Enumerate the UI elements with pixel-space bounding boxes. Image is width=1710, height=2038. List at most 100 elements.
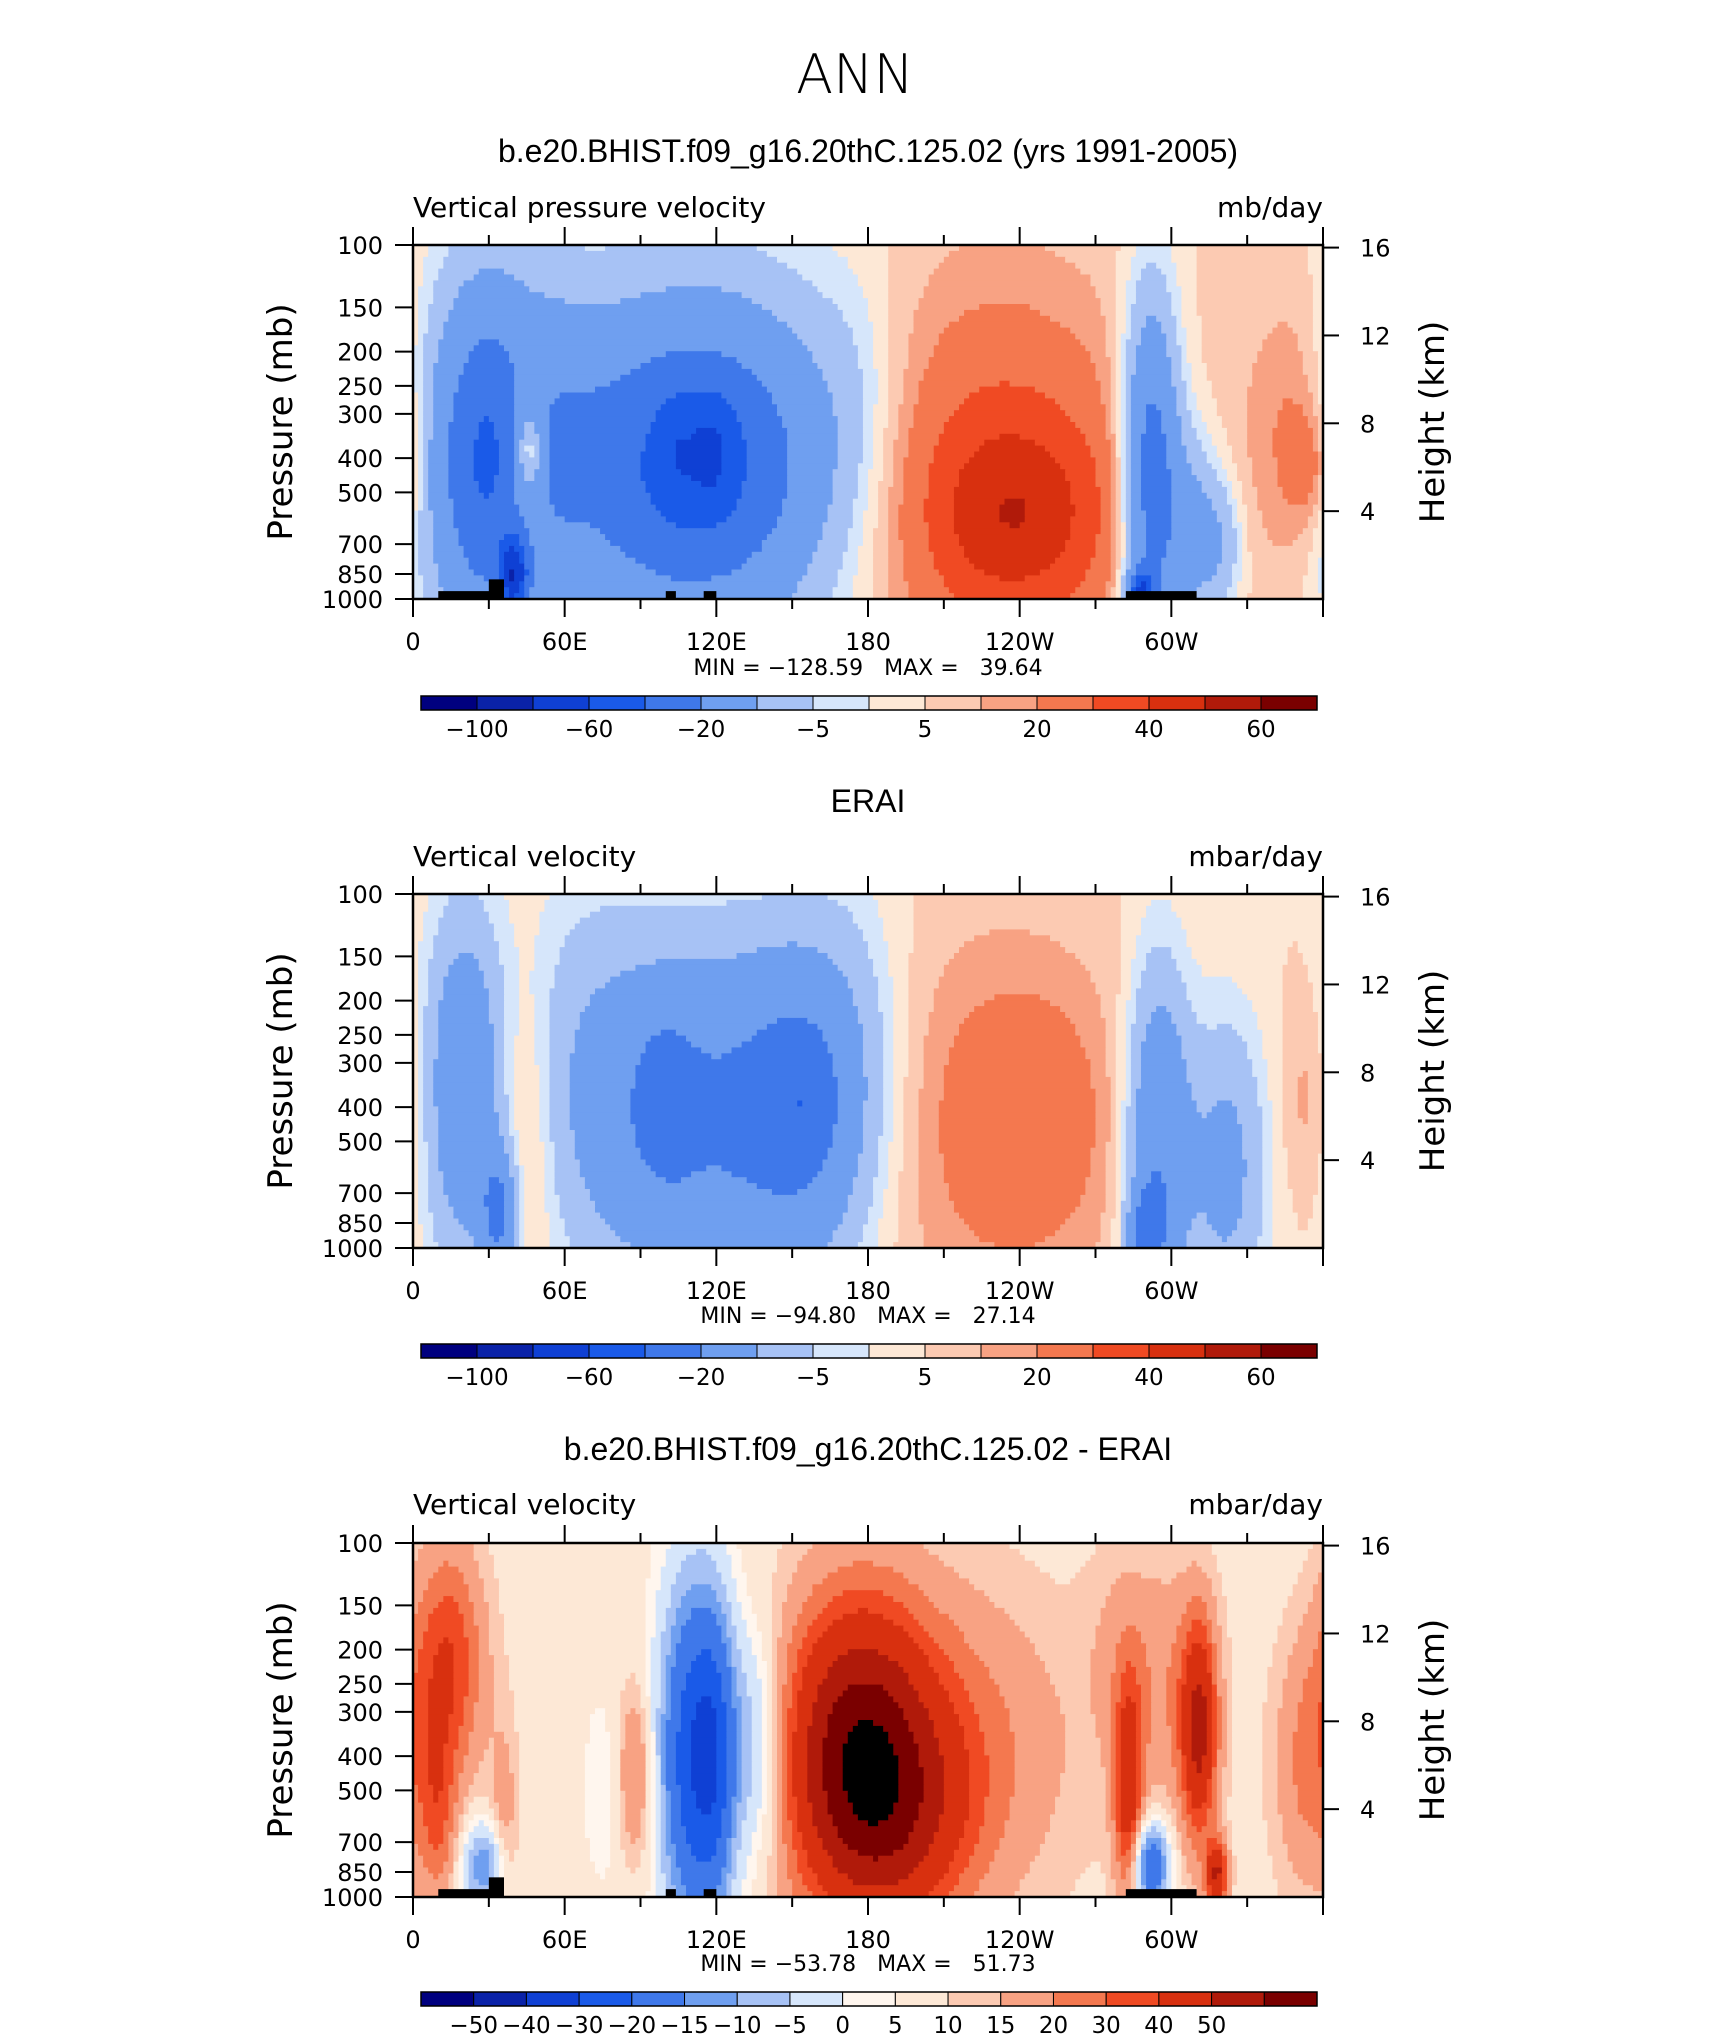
contour-cell: [438, 1017, 490, 1025]
contour-cell: [1191, 1643, 1203, 1650]
contour-cell: [782, 1543, 813, 1550]
contour-cell: [1095, 463, 1112, 470]
contour-cell: [413, 1578, 429, 1585]
contour-cell: [1125, 1212, 1137, 1220]
contour-cell: [1312, 292, 1323, 299]
contour-cell: [1120, 345, 1127, 352]
contour-cell: [433, 551, 465, 559]
contour-cell: [1171, 1655, 1183, 1662]
contour-cell: [847, 1206, 869, 1214]
contour-cell: [529, 286, 667, 293]
contour-cell: [1216, 1554, 1309, 1562]
contour-cell: [771, 528, 824, 535]
contour-cell: [1085, 1053, 1107, 1060]
contour-cell: [1262, 1130, 1274, 1137]
contour-cell: [1125, 321, 1132, 329]
contour-cell: [1211, 1672, 1218, 1680]
contour-cell: [1201, 327, 1274, 335]
contour-cell: [1090, 1672, 1112, 1680]
contour-cell: [1171, 292, 1183, 299]
contour-cell: [1125, 410, 1132, 417]
contour-cell: [1186, 988, 1243, 995]
contour-cell: [1141, 1708, 1152, 1715]
contour-cell: [928, 1661, 955, 1668]
contour-cell: [463, 280, 525, 287]
contour-cell: [928, 280, 1092, 287]
contour-cell: [1257, 1236, 1274, 1243]
contour-cell: [514, 1088, 540, 1096]
contour-cell: [837, 581, 854, 588]
contour-cell: [1110, 427, 1117, 435]
contour-cell: [1120, 1112, 1127, 1119]
contour-cell: [1095, 368, 1112, 376]
contour-cell: [1317, 351, 1323, 358]
contour-cell: [1206, 1696, 1213, 1703]
contour-cell: [842, 1590, 884, 1597]
contour-cell: [862, 422, 874, 429]
contour-cell: [534, 1023, 551, 1031]
contour-cell: [888, 392, 904, 399]
topography-block: [703, 591, 717, 599]
contour-cell: [564, 1218, 606, 1225]
contour-cell: [903, 557, 935, 565]
contour-cell: [1191, 416, 1203, 423]
contour-cell: [1186, 1071, 1253, 1078]
contour-cell: [1019, 433, 1086, 441]
contour-cell: [756, 374, 824, 382]
contour-cell: [514, 593, 525, 599]
contour-cell: [782, 1720, 788, 1727]
contour-cell: [549, 433, 647, 441]
contour-cell: [766, 386, 829, 394]
contour-cell: [483, 1200, 505, 1208]
height-axis-label: Height (km): [1413, 321, 1453, 524]
contour-cell: [488, 1619, 505, 1627]
contour-cell: [1211, 1224, 1238, 1231]
contour-cell: [1130, 522, 1147, 529]
colorbar-swatch: [588, 695, 646, 711]
contour-cell: [878, 1649, 925, 1656]
contour-cell: [1141, 581, 1147, 588]
contour-cell: [645, 439, 677, 447]
contour-cell: [1191, 1696, 1208, 1703]
contour-cell: [1226, 433, 1248, 441]
contour-cell: [1181, 433, 1198, 441]
contour-cell: [509, 1171, 520, 1178]
contour-cell: [514, 929, 540, 936]
contour-cell: [1216, 569, 1233, 576]
contour-cell: [761, 1743, 768, 1751]
contour-cell: [1115, 439, 1122, 447]
contour-cell: [660, 1684, 667, 1692]
contour-cell: [514, 1118, 540, 1125]
contour-cell: [1070, 1017, 1107, 1025]
contour-cell: [584, 1743, 611, 1751]
contour-cell: [777, 1637, 793, 1644]
contour-cell: [428, 475, 449, 482]
colorbar-swatch: [924, 1343, 982, 1359]
contour-cell: [504, 976, 520, 984]
contour-cell: [1216, 1737, 1223, 1745]
contour-cell: [1085, 345, 1107, 352]
contour-cell: [908, 1720, 935, 1727]
contour-cell: [524, 1236, 551, 1243]
contour-cell: [771, 1643, 778, 1650]
contour-cell: [908, 1678, 940, 1686]
contour-cell: [1186, 1643, 1193, 1650]
contour-cell: [438, 1012, 490, 1019]
contour-cell: [883, 1094, 894, 1102]
contour-cell: [1267, 333, 1299, 340]
contour-cell: [1297, 1212, 1314, 1220]
contour-cell: [1166, 286, 1183, 293]
contour-cell: [943, 1065, 1092, 1072]
contour-cell: [852, 333, 874, 340]
contour-cell: [1166, 540, 1223, 547]
contour-cell: [413, 1135, 419, 1143]
contour-cell: [817, 286, 864, 293]
contour-cell: [524, 1206, 546, 1214]
contour-cell: [524, 280, 813, 287]
contour-cell: [837, 250, 889, 258]
contour-cell: [1120, 380, 1127, 388]
contour-cell: [746, 557, 813, 565]
contour-cell: [1191, 1725, 1208, 1733]
contour-cell: [600, 905, 849, 913]
contour-cell: [493, 1672, 510, 1680]
